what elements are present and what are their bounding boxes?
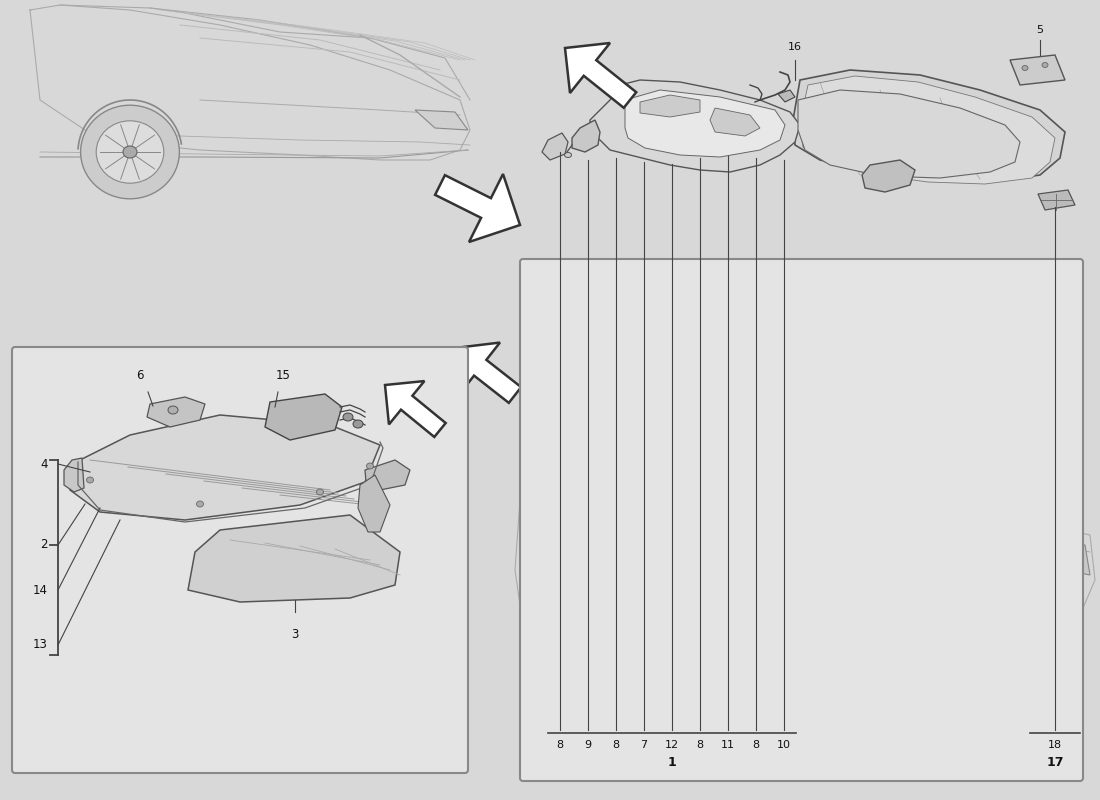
Polygon shape	[710, 108, 760, 136]
Text: 17: 17	[1046, 755, 1064, 769]
Ellipse shape	[1022, 66, 1028, 70]
Ellipse shape	[1042, 62, 1048, 67]
Polygon shape	[798, 90, 1020, 178]
Polygon shape	[1030, 530, 1090, 575]
Text: 9: 9	[584, 740, 592, 750]
Polygon shape	[572, 120, 600, 152]
Ellipse shape	[123, 146, 138, 158]
Ellipse shape	[197, 501, 204, 507]
Polygon shape	[415, 110, 468, 130]
Ellipse shape	[780, 530, 820, 550]
Text: 10: 10	[777, 740, 791, 750]
Ellipse shape	[343, 413, 353, 421]
Text: 11: 11	[720, 740, 735, 750]
Ellipse shape	[631, 611, 649, 623]
Ellipse shape	[603, 81, 607, 86]
Text: 8: 8	[696, 740, 704, 750]
Ellipse shape	[564, 153, 572, 158]
Ellipse shape	[96, 121, 164, 183]
Text: 3: 3	[292, 628, 299, 641]
Polygon shape	[64, 458, 84, 492]
Polygon shape	[265, 394, 342, 440]
Text: 15: 15	[276, 369, 290, 382]
Ellipse shape	[671, 611, 689, 623]
Text: 16: 16	[788, 42, 802, 52]
Polygon shape	[70, 415, 380, 520]
Text: 6: 6	[136, 369, 144, 382]
Ellipse shape	[168, 406, 178, 414]
Text: 7: 7	[640, 740, 648, 750]
Text: 8: 8	[752, 740, 760, 750]
Text: 18: 18	[1048, 740, 1063, 750]
Polygon shape	[436, 174, 520, 242]
Polygon shape	[625, 90, 785, 157]
Polygon shape	[1010, 55, 1065, 85]
Text: 8: 8	[613, 740, 619, 750]
Polygon shape	[1038, 190, 1075, 210]
Text: 2: 2	[41, 538, 48, 551]
Polygon shape	[358, 475, 390, 532]
Ellipse shape	[366, 463, 374, 469]
Polygon shape	[385, 381, 446, 437]
Ellipse shape	[80, 105, 179, 198]
Polygon shape	[365, 460, 410, 490]
Polygon shape	[778, 90, 795, 102]
Polygon shape	[565, 43, 636, 108]
Text: 12: 12	[664, 740, 679, 750]
Polygon shape	[455, 342, 521, 403]
Text: 13: 13	[33, 638, 48, 651]
Ellipse shape	[317, 489, 323, 495]
Text: 4: 4	[41, 458, 48, 470]
FancyBboxPatch shape	[12, 347, 468, 773]
Polygon shape	[147, 397, 205, 427]
Polygon shape	[542, 133, 568, 160]
Polygon shape	[590, 80, 800, 172]
Polygon shape	[188, 515, 400, 602]
Text: 14: 14	[33, 583, 48, 597]
Text: 8: 8	[557, 740, 563, 750]
Text: 1: 1	[668, 755, 676, 769]
Polygon shape	[793, 70, 1065, 182]
Text: 5: 5	[1036, 25, 1044, 35]
Polygon shape	[640, 95, 700, 117]
Polygon shape	[515, 495, 1094, 630]
Polygon shape	[800, 76, 1055, 184]
Ellipse shape	[87, 477, 94, 483]
FancyBboxPatch shape	[520, 259, 1084, 781]
Polygon shape	[862, 160, 915, 192]
Ellipse shape	[353, 420, 363, 428]
